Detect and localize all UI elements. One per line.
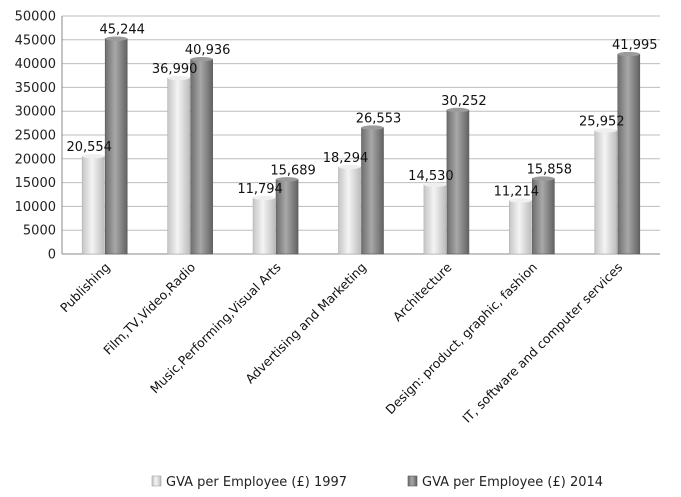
legend: GVA per Employee (£) 1997 GVA per Employe… [151,475,603,490]
data-label: 41,995 [612,38,658,53]
bar-cap [617,51,640,57]
axes: 0 5000 10000 15000 20000 25000 30000 35000 40000… [15,10,660,263]
bar-1997 [167,77,190,255]
bar-cap [594,128,617,133]
bar-cap [338,164,361,170]
data-label: 15,689 [270,163,316,178]
data-label: 36,990 [152,62,198,77]
bar-1997 [509,200,532,255]
data-label: 45,244 [99,23,145,38]
data-label: 25,952 [579,114,625,129]
data-label: 15,858 [527,163,573,178]
data-label: 11,214 [494,185,540,200]
legend-label: GVA per Employee (£) 2014 [422,475,603,490]
y-tick-label: 5000 [23,224,56,239]
y-tick-label: 30000 [15,105,56,120]
category-labels: PublishingFilm,TV,Video,RadioMusic,Perfo… [57,259,625,425]
bar-1997 [423,184,447,255]
data-label: 11,794 [237,182,283,197]
data-labels: 20,554 45,244 36,990 40,936 11,794 15,689 18,2… [66,23,657,200]
category-label: Architecture [390,259,455,324]
bar-cap [276,177,299,182]
data-label: 20,554 [66,140,112,155]
y-tick-label: 40000 [15,57,56,72]
category-label: IT, software and computer services [459,260,625,426]
bar-cap [532,176,555,181]
y-tick-label: 25000 [15,129,56,144]
data-label: 40,936 [185,43,231,58]
data-label: 14,530 [408,169,454,184]
bar-2014 [617,53,641,255]
legend-swatch [407,475,418,487]
bar-1997 [594,130,618,255]
bar-2014 [190,58,213,255]
y-tick-label: 10000 [15,200,56,215]
bar-cap [253,195,276,201]
data-label: 26,553 [356,112,402,127]
legend-swatch [151,475,162,487]
bar-1997 [81,155,105,255]
bar-cap [82,153,105,159]
bar-2014 [361,127,384,255]
legend-item: GVA per Employee (£) 2014 [407,475,603,490]
y-tick-label: 0 [48,248,56,263]
y-tick-label: 50000 [15,10,56,25]
y-tick-label: 20000 [15,152,56,167]
data-label: 30,252 [441,94,487,109]
bar-1997 [338,166,361,255]
category-label: Publishing [57,260,113,316]
bar-cap [423,182,446,188]
y-tick-label: 35000 [15,81,56,96]
category-label: Film,TV,Video,Radio [100,260,198,358]
bar-cap [105,36,128,41]
bar-cap [190,56,213,62]
legend-label: GVA per Employee (£) 1997 [166,475,347,490]
data-label: 18,294 [323,151,369,166]
bars [81,36,641,255]
legend-item: GVA per Employee (£) 1997 [151,475,347,490]
bar-cap [361,125,384,130]
category-label: Design: product, graphic, fashion [382,260,540,418]
y-tick-label: 15000 [15,176,56,191]
bar-cap [167,75,190,81]
bar-cap [446,107,469,113]
bar-cap [509,198,532,203]
bar-1997 [252,197,276,255]
gridlines [62,15,660,255]
y-tick-label: 45000 [15,33,56,48]
